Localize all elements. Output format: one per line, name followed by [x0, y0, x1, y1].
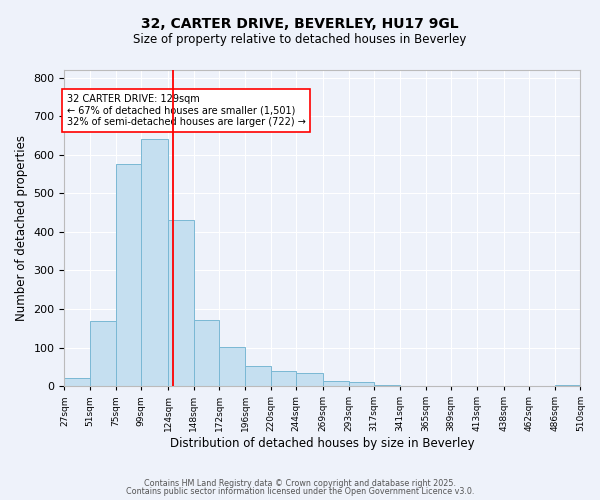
Text: Contains public sector information licensed under the Open Government Licence v3: Contains public sector information licen…	[126, 487, 474, 496]
Bar	[271, 370, 296, 386]
Y-axis label: Number of detached properties: Number of detached properties	[15, 135, 28, 321]
Text: 32, CARTER DRIVE, BEVERLEY, HU17 9GL: 32, CARTER DRIVE, BEVERLEY, HU17 9GL	[141, 18, 459, 32]
Text: Size of property relative to detached houses in Beverley: Size of property relative to detached ho…	[133, 32, 467, 46]
Bar	[90, 322, 116, 386]
Bar	[220, 347, 245, 386]
Bar	[142, 139, 168, 386]
Bar	[64, 378, 90, 386]
X-axis label: Distribution of detached houses by size in Beverley: Distribution of detached houses by size …	[170, 437, 475, 450]
Text: 32 CARTER DRIVE: 129sqm
← 67% of detached houses are smaller (1,501)
32% of semi: 32 CARTER DRIVE: 129sqm ← 67% of detache…	[67, 94, 305, 128]
Bar	[349, 382, 374, 386]
Bar	[323, 381, 349, 386]
Bar	[116, 164, 142, 386]
Bar	[194, 320, 220, 386]
Bar	[168, 220, 194, 386]
Bar	[245, 366, 271, 386]
Text: Contains HM Land Registry data © Crown copyright and database right 2025.: Contains HM Land Registry data © Crown c…	[144, 478, 456, 488]
Bar	[296, 374, 323, 386]
